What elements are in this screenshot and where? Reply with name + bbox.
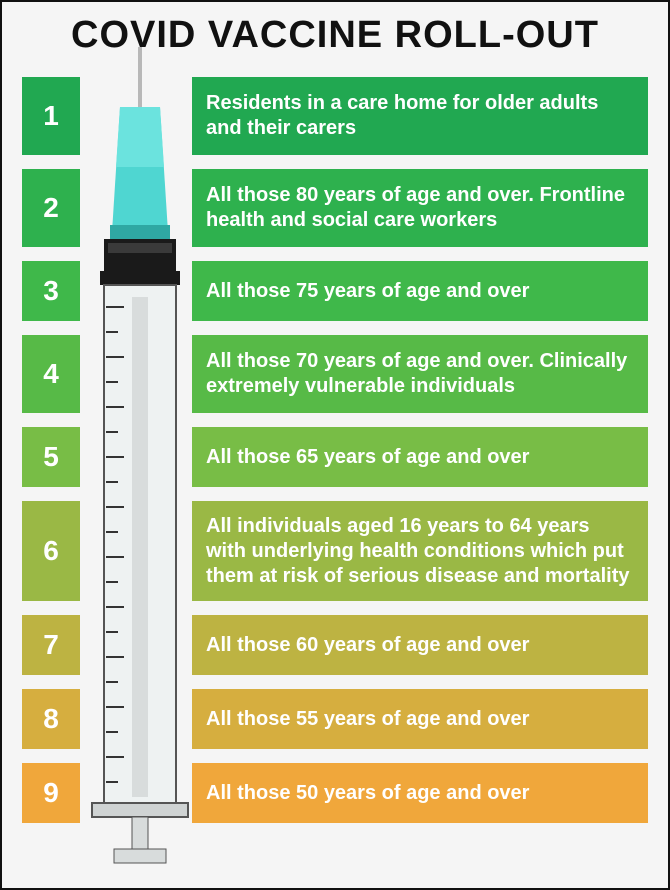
- priority-row: 2 All those 80 years of age and over. Fro…: [22, 169, 648, 247]
- priority-number: 7: [22, 615, 80, 675]
- priority-label: All individuals aged 16 years to 64 year…: [192, 501, 648, 601]
- priority-number: 8: [22, 689, 80, 749]
- page-title: COVID VACCINE ROLL-OUT: [2, 14, 668, 57]
- priority-label: All those 80 years of age and over. Fron…: [192, 169, 648, 247]
- priority-row: 4 All those 70 years of age and over. Cli…: [22, 335, 648, 413]
- syringe-gap: [80, 689, 192, 749]
- priority-row: 6 All individuals aged 16 years to 64 yea…: [22, 501, 648, 601]
- syringe-gap: [80, 763, 192, 823]
- syringe-gap: [80, 501, 192, 601]
- priority-row: 7 All those 60 years of age and over: [22, 615, 648, 675]
- priority-row: 3 All those 75 years of age and over: [22, 261, 648, 321]
- priority-label: All those 60 years of age and over: [192, 615, 648, 675]
- priority-number: 5: [22, 427, 80, 487]
- priority-number: 9: [22, 763, 80, 823]
- priority-row: 9 All those 50 years of age and over: [22, 763, 648, 823]
- priority-number: 6: [22, 501, 80, 601]
- syringe-gap: [80, 169, 192, 247]
- priority-label: All those 55 years of age and over: [192, 689, 648, 749]
- syringe-gap: [80, 615, 192, 675]
- priority-label: All those 65 years of age and over: [192, 427, 648, 487]
- priority-number: 2: [22, 169, 80, 247]
- priority-row: 8 All those 55 years of age and over: [22, 689, 648, 749]
- priority-label: All those 75 years of age and over: [192, 261, 648, 321]
- priority-number: 1: [22, 77, 80, 155]
- syringe-gap: [80, 335, 192, 413]
- syringe-gap: [80, 77, 192, 155]
- priority-label: All those 50 years of age and over: [192, 763, 648, 823]
- priority-row: 5 All those 65 years of age and over: [22, 427, 648, 487]
- priority-number: 3: [22, 261, 80, 321]
- infographic-frame: COVID VACCINE ROLL-OUT 1 Residents in a c…: [0, 0, 670, 890]
- priority-row: 1 Residents in a care home for older adul…: [22, 77, 648, 155]
- syringe-gap: [80, 427, 192, 487]
- syringe-gap: [80, 261, 192, 321]
- priority-list: 1 Residents in a care home for older adul…: [22, 77, 648, 868]
- priority-label: All those 70 years of age and over. Clin…: [192, 335, 648, 413]
- priority-number: 4: [22, 335, 80, 413]
- priority-label: Residents in a care home for older adult…: [192, 77, 648, 155]
